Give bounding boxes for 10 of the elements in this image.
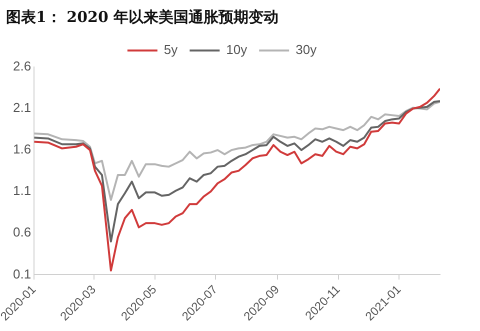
y-tick-label: 1.1	[13, 183, 32, 198]
y-tick-label: 2.6	[13, 58, 32, 74]
y-tick-label: 0.6	[13, 224, 32, 240]
y-tick-label: 1.6	[13, 142, 32, 157]
legend-label: 30y	[296, 42, 318, 58]
legend-label: 10y	[226, 42, 248, 58]
chart-title: 图表1： 2020 年以来美国通胀预期变动	[5, 7, 280, 28]
y-tick-label: 2.1	[13, 100, 32, 116]
y-tick-label: 0.1	[13, 266, 32, 282]
legend-label: 5y	[164, 42, 178, 58]
